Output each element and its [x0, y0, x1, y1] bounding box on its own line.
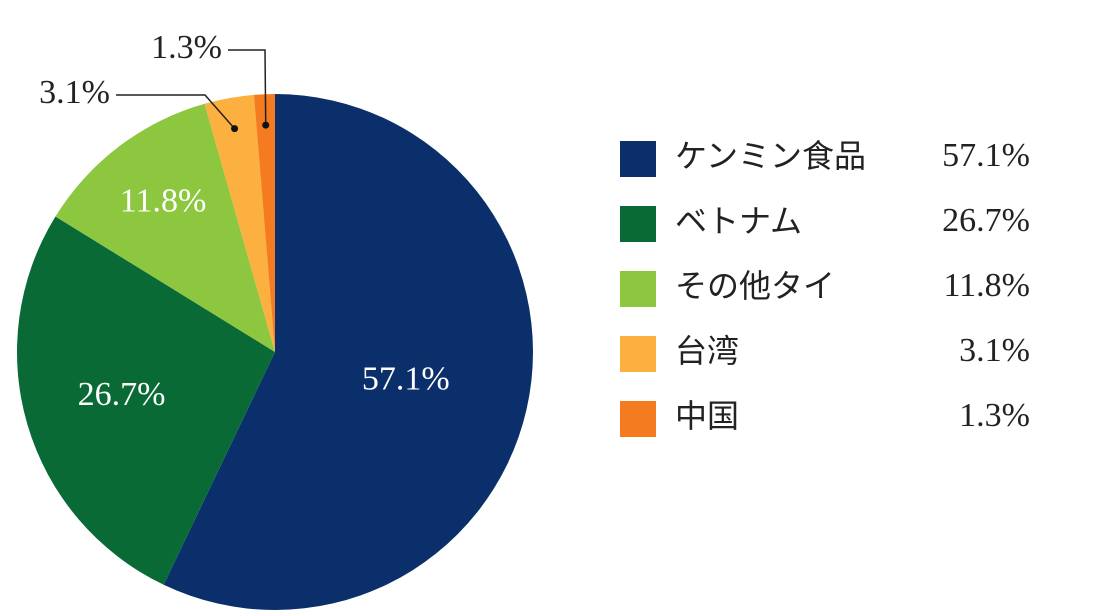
slice-label: 11.8%: [120, 183, 207, 220]
legend-swatch: [620, 206, 656, 242]
legend-label: ベトナム: [675, 202, 802, 240]
pie-slice: [55, 103, 276, 352]
legend-swatch: [620, 336, 656, 372]
slice-label: 1.3%: [151, 29, 222, 66]
legend-label: 中国: [675, 397, 739, 435]
pie-slice: [204, 94, 275, 352]
pie-slice: [163, 94, 534, 610]
legend-value: 11.8%: [943, 267, 1030, 304]
legend-swatch: [620, 401, 656, 437]
slice-label: 3.1%: [39, 74, 110, 111]
legend-value: 1.3%: [959, 397, 1030, 434]
leader-line: [228, 49, 267, 126]
pie-slice: [253, 94, 275, 352]
leader-line: [116, 94, 236, 130]
legend-label: その他タイ: [675, 267, 835, 305]
legend-value: 3.1%: [959, 332, 1030, 369]
legend-swatch: [620, 141, 656, 177]
leader-dot: [231, 125, 239, 133]
legend-label: ケンミン食品: [675, 137, 866, 175]
legend-value: 26.7%: [942, 202, 1030, 239]
legend-value: 57.1%: [942, 137, 1030, 174]
slice-label: 57.1%: [362, 360, 450, 397]
leader-dot: [262, 121, 270, 129]
pie-slice: [16, 216, 276, 585]
slice-label: 26.7%: [78, 376, 166, 413]
legend-swatch: [620, 271, 656, 307]
legend-label: 台湾: [675, 332, 739, 370]
